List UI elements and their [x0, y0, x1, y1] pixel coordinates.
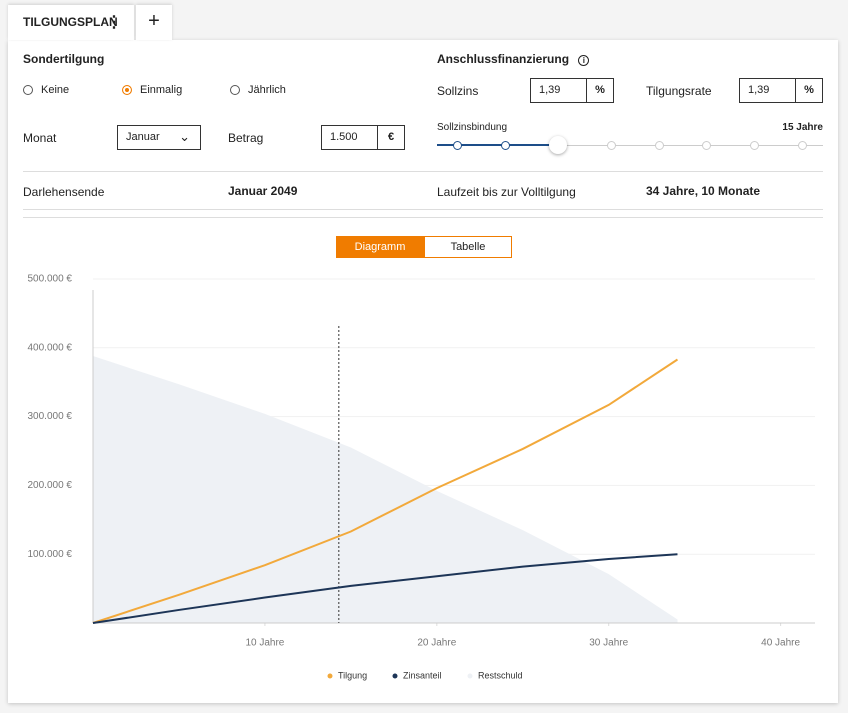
slider-knob[interactable] [797, 140, 807, 150]
x-tick-label: 40 Jahre [761, 638, 800, 649]
slider-knob[interactable] [452, 140, 462, 150]
radio-option[interactable]: Keine [23, 84, 69, 96]
x-tick-label: 30 Jahre [589, 638, 628, 649]
y-tick-label: 500.000 € [28, 274, 73, 285]
input-value: 1,39 [539, 84, 561, 96]
label: 15 Jahre [782, 122, 823, 133]
label: Laufzeit bis zur Volltilgung [437, 185, 576, 199]
y-tick-label: 400.000 € [28, 342, 73, 353]
info-icon[interactable]: i [578, 55, 590, 66]
label: Sollzins [437, 84, 479, 98]
legend-marker [467, 673, 473, 679]
label: Sollzinsbindung [437, 122, 508, 133]
label: Betrag [228, 131, 264, 145]
menu-icon[interactable]: ⋮ [106, 14, 122, 31]
month-select[interactable]: Januar ⌄ [117, 125, 201, 150]
radio-button[interactable] [23, 85, 33, 96]
label: Tilgungsrate [646, 84, 712, 98]
y-tick-label: 300.000 € [28, 411, 73, 422]
toggle-button[interactable]: Diagramm [336, 236, 424, 258]
label: Darlehensende [23, 185, 105, 199]
slider-knob[interactable] [500, 140, 510, 150]
value: 34 Jahre, 10 Monate [646, 184, 761, 198]
title-text: Anschlussfinanzierung [437, 52, 570, 66]
radio-button[interactable] [122, 85, 132, 96]
legend-marker [392, 673, 398, 679]
slider-knob[interactable] [654, 140, 664, 150]
slider-knob[interactable] [749, 140, 759, 150]
legend-label: Tilgung [338, 670, 367, 680]
x-tick-label: 20 Jahre [417, 638, 456, 649]
line [92, 358, 679, 624]
legend-marker [327, 673, 333, 679]
divider [23, 209, 823, 210]
radio-label: Keine [41, 84, 70, 96]
divider [23, 217, 823, 218]
line [92, 553, 678, 624]
section-title: Anschlussfinanzierung i [437, 52, 590, 66]
radio-option[interactable]: Jährlich [230, 84, 286, 96]
legend-label: Restschuld [478, 670, 523, 680]
rate-input[interactable]: 1,39% [739, 78, 823, 103]
slider-fill [437, 144, 558, 146]
divider [23, 171, 823, 172]
add-tab[interactable]: + [136, 5, 172, 40]
y-tick-label: 100.000 € [28, 549, 73, 560]
radio-label: Jährlich [248, 84, 286, 96]
tab[interactable]: TILGUNGSPLAN ⋮ [8, 5, 134, 40]
value: Januar 2049 [228, 184, 298, 198]
slider-knob[interactable] [606, 140, 616, 150]
unit: % [586, 79, 613, 102]
rate-input[interactable]: 1,39% [530, 78, 614, 103]
area [93, 356, 678, 623]
select-value: Januar [126, 131, 160, 143]
amount-input[interactable]: 1.500 € [321, 125, 405, 150]
radio-option[interactable]: Einmalig [122, 84, 182, 96]
x-tick-label: 10 Jahre [245, 638, 284, 649]
input-value: 1,39 [748, 84, 770, 96]
legend-label: Zinsanteil [403, 670, 442, 680]
radio-button[interactable] [230, 85, 240, 96]
radio-label: Einmalig [140, 84, 183, 96]
unit: % [795, 79, 822, 102]
section-title: Sondertilgung [23, 52, 105, 66]
tab-title: TILGUNGSPLAN [23, 15, 118, 29]
slider-knob[interactable] [701, 140, 711, 150]
slider-knob[interactable] [549, 136, 567, 154]
input-value: 1.500 [330, 131, 358, 143]
unit: € [377, 126, 404, 149]
label: Monat [23, 131, 57, 145]
y-tick-label: 200.000 € [28, 480, 73, 491]
slider-track[interactable] [437, 145, 823, 146]
toggle-button[interactable]: Tabelle [424, 236, 512, 258]
